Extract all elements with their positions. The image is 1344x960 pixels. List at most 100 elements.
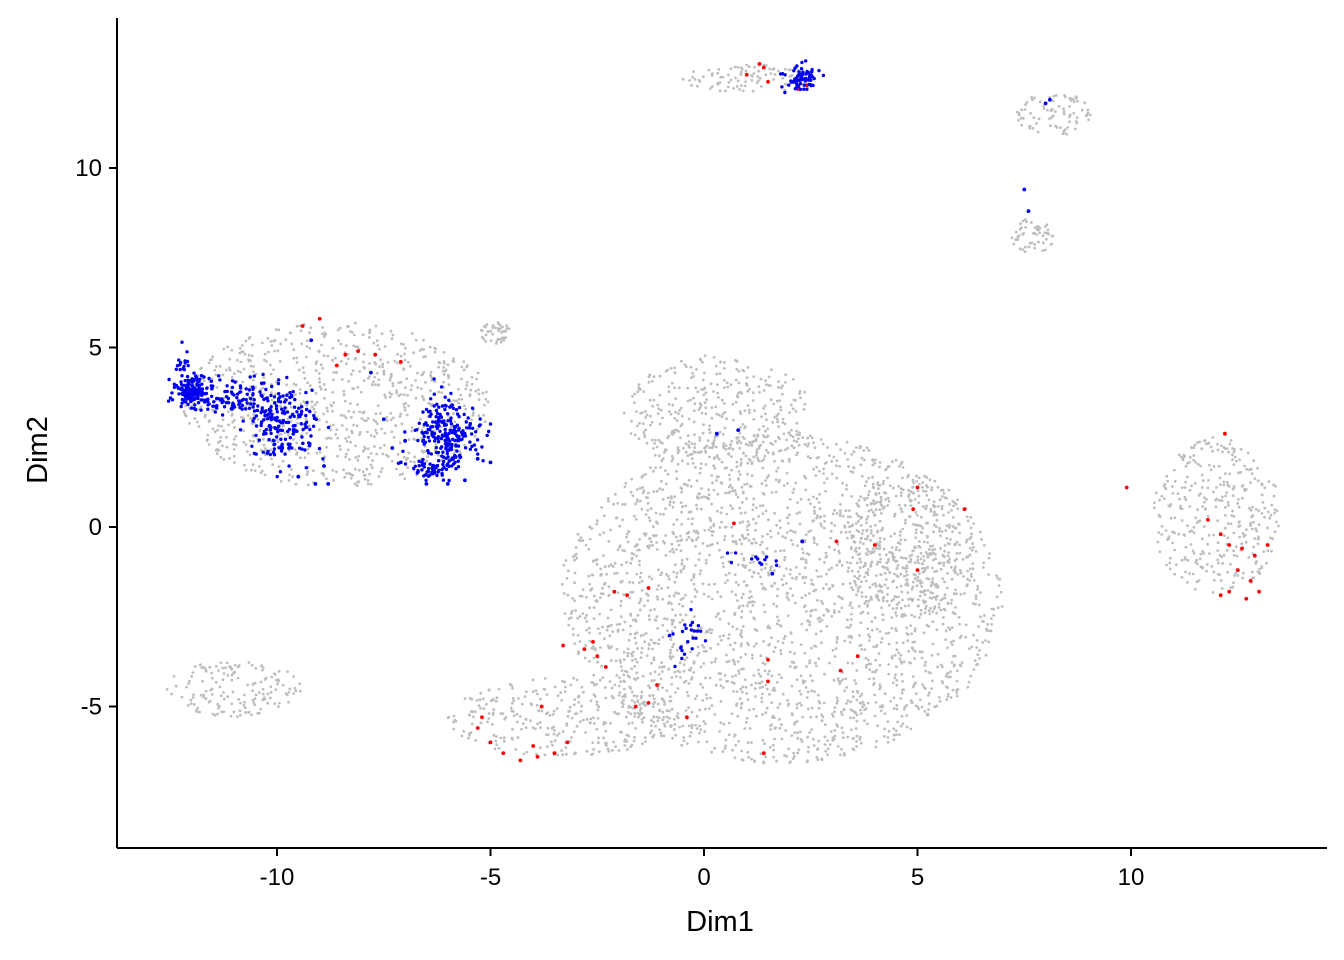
background-cell-point [682, 567, 685, 571]
red-cell-point [531, 744, 536, 748]
background-cell-point [692, 661, 696, 665]
background-cell-point [637, 437, 641, 441]
background-cell-point [373, 375, 377, 379]
background-cell-point [320, 343, 323, 347]
background-cell-point [837, 679, 841, 683]
background-cell-point [795, 433, 799, 437]
background-cell-point [733, 489, 737, 493]
background-cell-point [835, 512, 839, 515]
background-cell-point [914, 692, 918, 696]
background-cell-point [874, 658, 878, 662]
background-cell-point [866, 627, 870, 631]
background-cell-point [254, 693, 258, 697]
background-cell-point [640, 651, 643, 654]
background-cell-point [717, 396, 720, 399]
background-cell-point [748, 387, 751, 391]
background-cell-point [820, 641, 823, 645]
background-cell-point [776, 587, 780, 591]
background-cell-point [1224, 514, 1227, 517]
background-cell-point [236, 715, 239, 719]
background-cell-point [754, 681, 758, 685]
background-cell-point [633, 665, 637, 668]
background-cell-point [673, 723, 677, 726]
background-cell-point [210, 693, 214, 696]
blue-cell-point [714, 431, 719, 436]
background-cell-point [795, 440, 799, 444]
background-cell-point [619, 665, 623, 668]
background-cell-point [809, 715, 813, 719]
background-cell-point [1201, 505, 1204, 508]
background-cell-point [893, 653, 897, 657]
background-cell-point [318, 377, 321, 381]
red-cell-point [535, 754, 540, 759]
background-cell-point [304, 355, 308, 359]
background-cell-point [959, 592, 963, 596]
background-cell-point [244, 711, 248, 714]
background-cell-point [747, 708, 751, 712]
background-cell-point [899, 572, 903, 576]
background-cell-point [1184, 570, 1187, 574]
background-cell-point [804, 576, 808, 579]
background-cell-point [618, 676, 621, 679]
background-cell-point [769, 72, 773, 75]
background-cell-point [236, 665, 240, 669]
background-cell-point [866, 570, 869, 574]
background-cell-point [949, 675, 952, 679]
background-cell-point [769, 728, 773, 731]
background-cell-point [709, 646, 712, 650]
background-cell-point [1062, 107, 1065, 111]
background-cell-point [327, 436, 331, 440]
background-cell-point [905, 573, 909, 577]
background-cell-point [835, 459, 839, 462]
red-cell-point [757, 62, 762, 66]
background-cell-point [642, 633, 645, 637]
background-cell-point [767, 573, 771, 577]
background-cell-point [803, 443, 807, 446]
background-cell-point [1211, 449, 1214, 453]
background-cell-point [243, 706, 247, 710]
background-cell-point [347, 472, 351, 475]
background-cell-point [884, 553, 888, 557]
background-cell-point [895, 678, 899, 682]
background-cell-point [663, 703, 666, 706]
background-cell-point [689, 731, 693, 734]
background-cell-point [253, 469, 257, 472]
background-cell-point [741, 520, 745, 524]
background-cell-point [769, 368, 773, 372]
background-cell-point [763, 669, 767, 673]
background-cell-point [864, 707, 868, 711]
background-cell-point [414, 338, 418, 342]
background-cell-point [1028, 125, 1031, 128]
background-cell-point [402, 402, 406, 406]
background-cell-point [1171, 492, 1175, 495]
background-cell-point [814, 632, 818, 636]
background-cell-point [1023, 245, 1027, 249]
background-cell-point [642, 430, 646, 434]
background-cell-point [219, 455, 223, 459]
background-cell-point [891, 607, 895, 610]
background-cell-point [930, 597, 934, 600]
background-cell-point [555, 734, 559, 737]
background-cell-point [1192, 552, 1196, 555]
background-cell-point [787, 598, 790, 602]
background-cell-point [637, 601, 641, 605]
background-cell-point [400, 342, 403, 346]
background-cell-point [874, 508, 878, 512]
background-cell-point [367, 455, 370, 459]
background-cell-point [389, 374, 393, 378]
background-cell-point [920, 567, 924, 570]
background-cell-point [737, 369, 741, 373]
background-cell-point [228, 368, 232, 372]
background-cell-point [605, 628, 609, 632]
background-cell-point [663, 451, 666, 454]
background-cell-point [981, 566, 985, 569]
background-cell-point [616, 548, 620, 552]
background-cell-point [679, 406, 683, 410]
background-cell-point [797, 443, 801, 447]
background-cell-point [588, 606, 591, 610]
background-cell-point [952, 504, 955, 508]
background-cell-point [230, 348, 234, 352]
background-cell-point [818, 701, 822, 705]
background-cell-point [1225, 491, 1229, 494]
background-cell-point [989, 617, 993, 620]
